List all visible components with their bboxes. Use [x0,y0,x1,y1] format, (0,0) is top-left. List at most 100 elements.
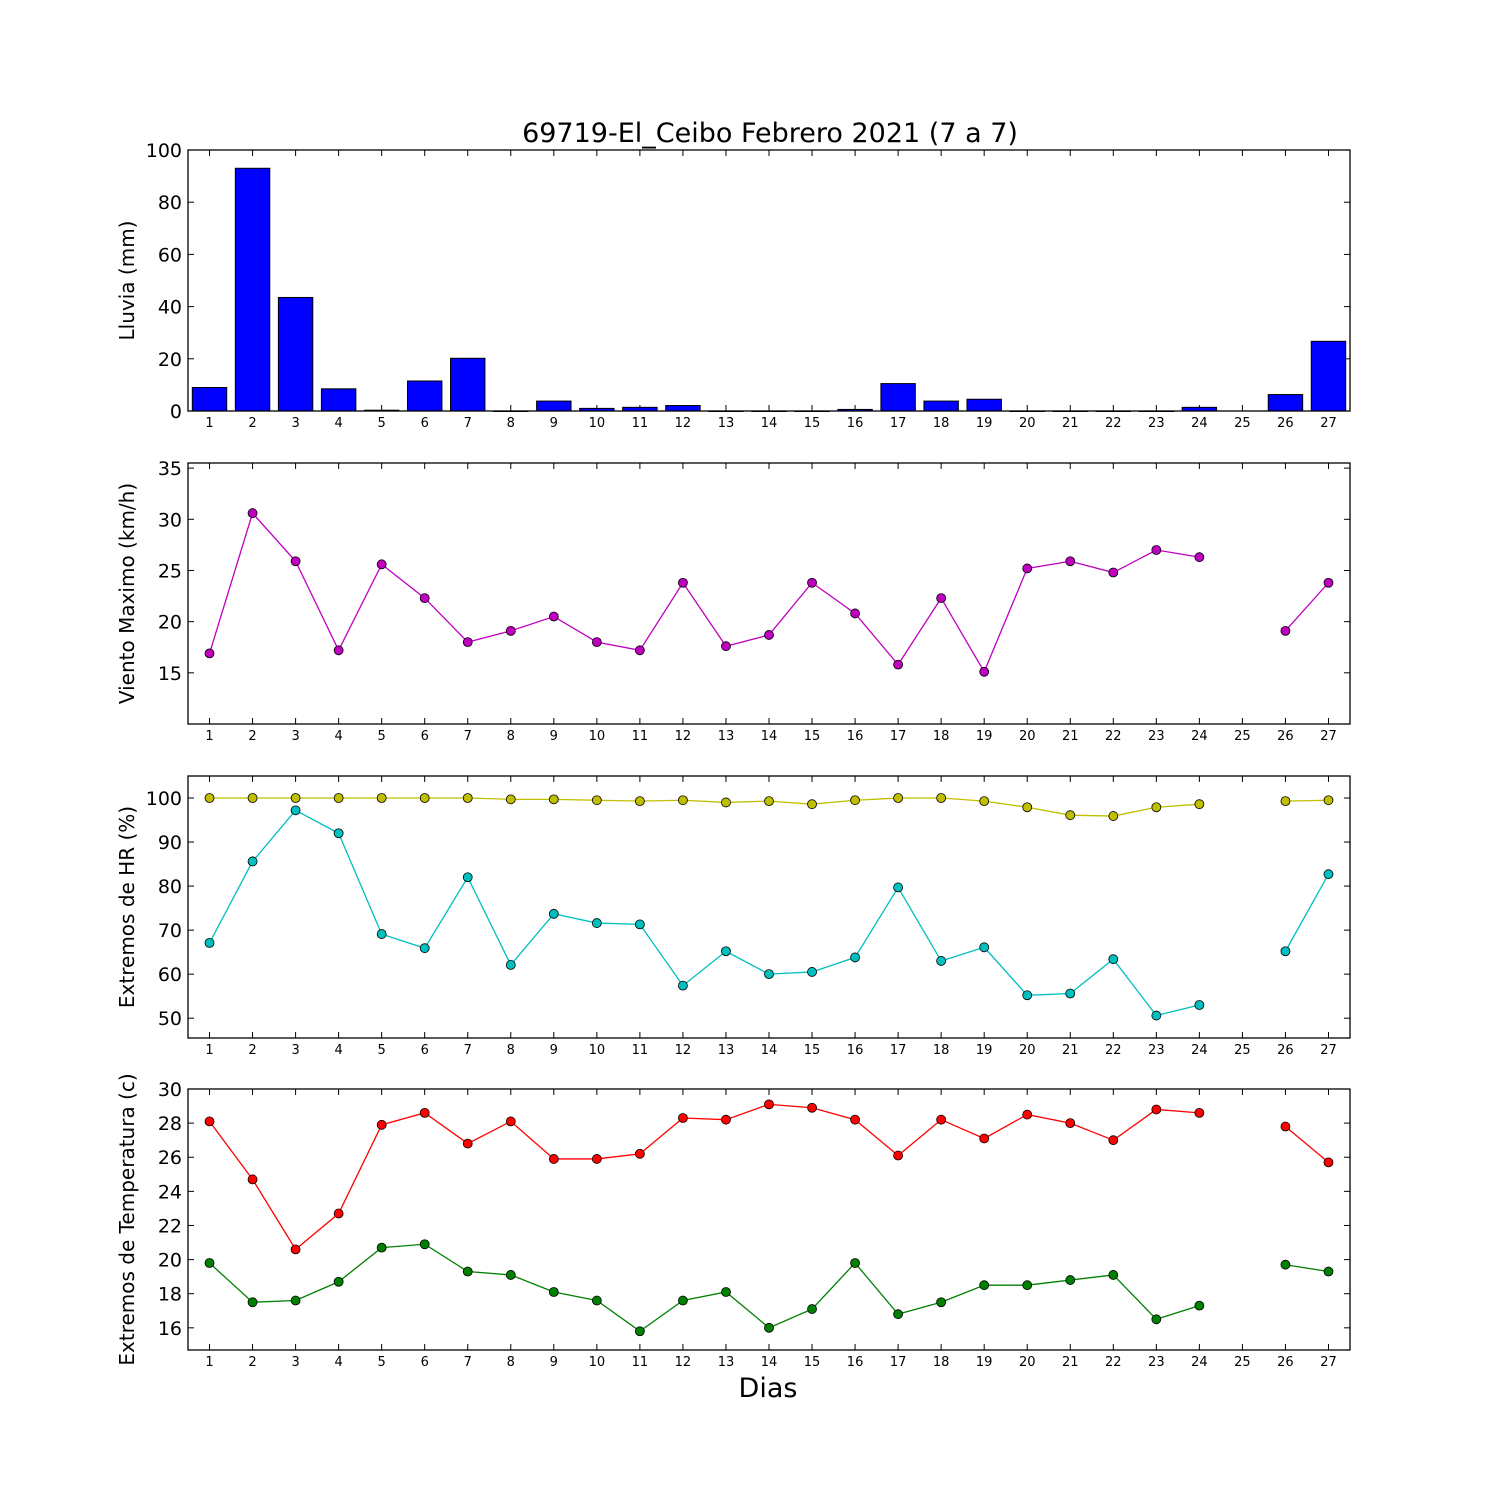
y-tick-label: 24 [158,1181,182,1203]
data-point [634,1148,645,1159]
x-tick-label: 13 [718,1043,735,1058]
x-tick-label: 6 [421,416,429,431]
x-tick-label: 5 [378,1355,386,1370]
data-point [1194,1107,1205,1118]
bar [277,296,314,412]
x-tick-label: 21 [1062,1355,1079,1370]
data-point [807,1304,817,1314]
x-tick-label: 10 [589,1355,606,1370]
data-point [591,1295,602,1306]
plot-frame [187,462,1351,725]
x-tick-label: 18 [933,416,950,431]
x-tick-label: 26 [1277,1043,1294,1058]
x-tick-label: 6 [421,729,429,744]
data-point [1151,802,1162,813]
x-tick-label: 1 [205,1043,213,1058]
x-tick-label: 20 [1019,729,1036,744]
x-tick-label: 5 [378,729,386,744]
y-tick-label: 16 [158,1318,182,1340]
plot-frame [187,775,1351,1039]
y-tick-label: 30 [158,509,182,531]
y-axis-label: Viento Maximo (km/h) [115,483,139,704]
y-tick-label: 80 [158,192,182,214]
x-tick-label: 26 [1277,1355,1294,1370]
data-point [1151,545,1162,555]
y-tick-label: 90 [158,832,182,854]
x-tick-label: 15 [804,1355,821,1370]
x-tick-label: 17 [890,729,907,744]
data-point [1280,1121,1291,1132]
data-point [1323,577,1334,588]
data-point [505,960,516,970]
x-tick-label: 9 [550,416,558,431]
data-point [1108,954,1119,965]
data-point [678,795,688,806]
data-point [1323,869,1334,880]
data-point [721,946,731,957]
data-point [1323,1157,1334,1168]
data-point [333,793,344,803]
data-point [1065,1275,1076,1285]
x-tick-label: 4 [334,1043,342,1058]
data-point [505,794,516,805]
x-tick-label: 1 [205,416,213,431]
data-point [204,1258,215,1268]
data-point [1194,799,1205,810]
data-point [247,793,258,803]
x-tick-label: 13 [718,1355,735,1370]
data-point [1151,1314,1162,1325]
data-point [333,828,344,839]
y-axis-label: Lluvia (mm) [115,221,139,341]
data-point [850,795,860,806]
x-tick-label: 26 [1277,729,1294,744]
y-axis-label: Extremos de Temperatura (c) [115,1073,139,1365]
data-point [721,1114,731,1125]
x-tick-label: 7 [464,729,472,744]
data-point [505,625,516,636]
x-tick-label: 2 [248,1043,256,1058]
x-tick-label: 19 [976,729,993,744]
series-line [1285,799,1329,802]
x-tick-label: 2 [248,729,256,744]
data-point [936,956,947,966]
y-tick-label: 30 [158,1079,182,1101]
data-point [807,577,817,588]
y-tick-label: 80 [158,876,182,898]
bar [1310,340,1347,412]
x-tick-label: 10 [589,1043,606,1058]
data-point [807,967,817,977]
y-tick-label: 22 [158,1215,182,1237]
data-point [979,666,990,677]
x-tick-label: 23 [1148,1043,1165,1058]
x-tick-label: 22 [1105,1043,1122,1058]
data-point [678,577,688,588]
x-tick-label: 10 [589,416,606,431]
x-tick-label: 1 [205,729,213,744]
x-tick-label: 12 [675,729,692,744]
data-point [462,1266,473,1277]
data-point [764,796,774,806]
data-point [1022,990,1033,1001]
y-tick-label: 60 [158,964,182,986]
y-tick-label: 25 [158,560,182,582]
x-tick-label: 11 [632,1355,649,1370]
series-line [208,1103,1200,1251]
data-point [1022,802,1033,813]
data-point [333,1208,344,1219]
data-point [1065,1118,1076,1129]
x-tick-label: 7 [464,416,472,431]
data-point [548,1154,559,1164]
data-point [936,593,947,604]
bar [320,388,357,412]
data-point [591,795,602,806]
data-point [204,793,215,803]
y-tick-label: 50 [158,1008,182,1030]
x-tick-label: 16 [847,1043,864,1058]
data-point [634,645,645,656]
x-tick-label: 25 [1234,729,1251,744]
x-tick-label: 4 [334,416,342,431]
x-tick-label: 22 [1105,1355,1122,1370]
data-point [462,1138,473,1149]
